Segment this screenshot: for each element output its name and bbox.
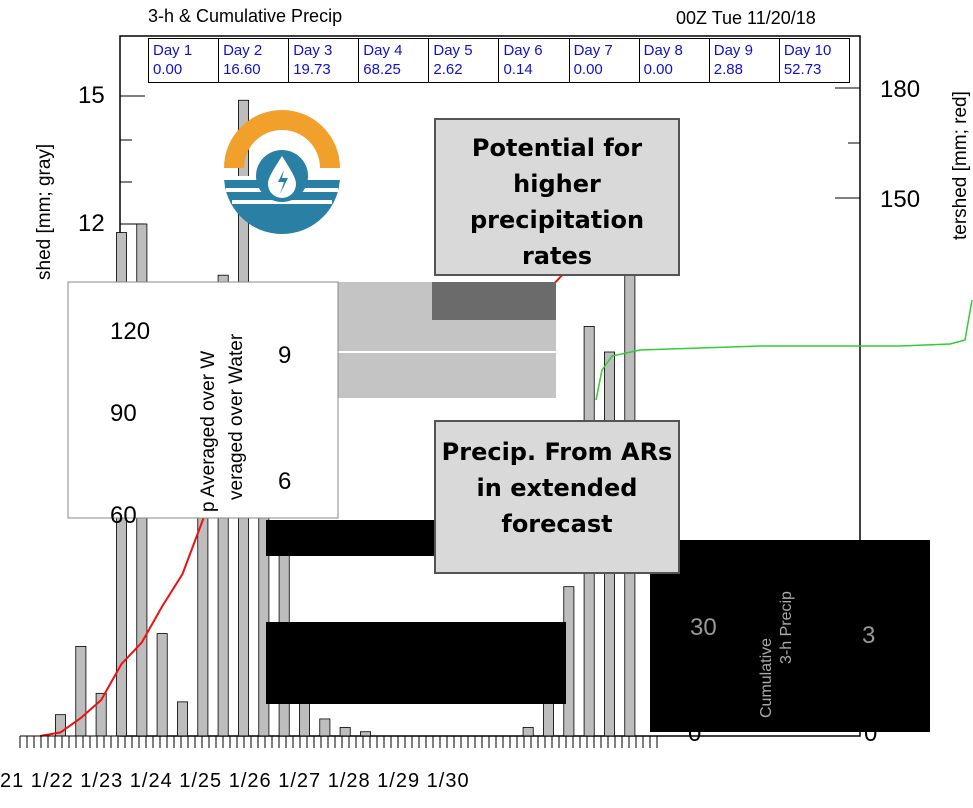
small-axis-label-2: 3-h Precip (778, 591, 795, 664)
right-tick-180: 180 (880, 76, 921, 103)
day-cell: Day 4 68.25 (359, 39, 430, 82)
small-axis-label-1: Cumulative (758, 637, 775, 718)
left-axis-label: shed [mm; gray] (34, 143, 55, 280)
overlay-panel-dark (432, 282, 556, 320)
overlay-right-block (650, 540, 930, 732)
water-drop-logo (224, 110, 340, 234)
overlay-black-block (266, 622, 566, 704)
right-tick-120: 120 (110, 318, 151, 345)
x-axis-labels: 21 1/22 1/23 1/24 1/25 1/26 1/27 1/28 1/… (0, 770, 470, 792)
left-tick-3: 3 (862, 622, 876, 649)
right-tick-60: 60 (110, 502, 137, 529)
day-cell: Day 6 0.14 (499, 39, 570, 82)
day-cell: Day 1 0.00 (149, 39, 220, 82)
day-cell: Day 7 0.00 (570, 39, 640, 82)
right-tick-0: 0 (688, 720, 702, 747)
run-time: 00Z Tue 11/20/18 (676, 8, 816, 28)
left-axis-ticks (120, 95, 145, 225)
x-axis-ticks (19, 735, 660, 748)
right-tick-30: 30 (690, 614, 717, 641)
day-totals-table: Day 1 0.00 Day 2 16.60 Day 3 19.73 Day 4 68.… (148, 38, 850, 83)
bar-3h (177, 701, 188, 737)
bar-3h (360, 731, 371, 737)
day-cell: Day 5 2.62 (429, 39, 500, 82)
left-tick-12: 12 (78, 210, 105, 237)
day-cell: Day 3 19.73 (289, 39, 360, 82)
chart-title: 3-h & Cumulative Precip (148, 6, 343, 26)
left-tick-0: 0 (864, 720, 878, 747)
mid-axis-label-2: veraged over Water (226, 333, 247, 500)
bar-3h (75, 646, 87, 737)
day-cell: Day 10 52.73 (783, 42, 832, 78)
right-axis-ticks (835, 87, 860, 199)
bar-3h (339, 727, 351, 737)
bar-3h (156, 633, 168, 737)
left-tick-15: 15 (78, 82, 105, 109)
mid-axis-label-1: p Averaged over W (198, 350, 219, 512)
bar-3h (319, 718, 331, 737)
callout-potential: Potential for higher precipitation rates (434, 118, 680, 276)
right-tick-90: 90 (110, 400, 137, 427)
right-tick-150: 150 (880, 186, 921, 213)
right-axis-label: tershed [mm; red] (950, 91, 971, 240)
left-tick-9: 9 (278, 342, 292, 369)
left-tick-6: 6 (278, 468, 292, 495)
day-cell: Day 2 16.60 (219, 39, 290, 82)
day-cell: Day 9 2.88 (710, 39, 780, 82)
overlay-left-panel (67, 281, 339, 519)
bar-3h (522, 727, 534, 737)
day-cell: Day 8 0.00 (640, 39, 710, 82)
callout-ars: Precip. From ARs in extended forecast (434, 420, 680, 574)
secondary-curve (595, 299, 973, 401)
